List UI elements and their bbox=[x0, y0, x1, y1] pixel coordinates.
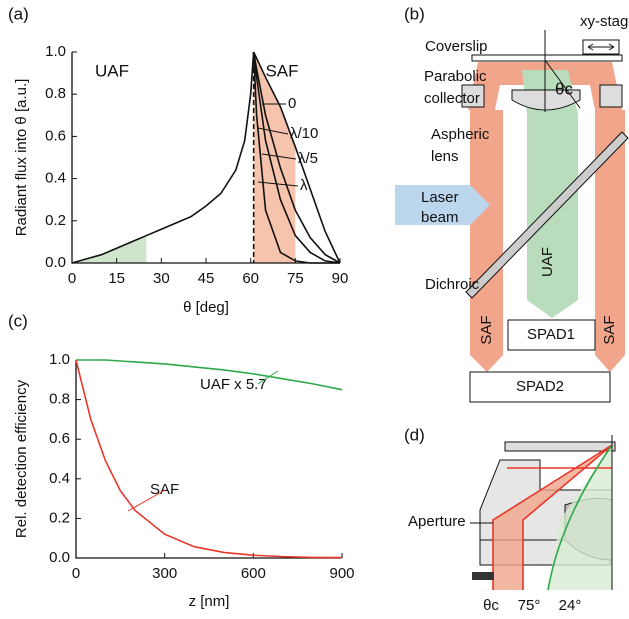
label: Laser bbox=[421, 189, 459, 206]
saf-beam bbox=[470, 110, 503, 372]
annotation: UAF bbox=[95, 61, 129, 80]
y-tick-label: 0.0 bbox=[45, 254, 66, 271]
coverslip bbox=[504, 441, 616, 452]
label: θc bbox=[483, 597, 499, 614]
saf-beam bbox=[595, 110, 625, 372]
label: Aperture bbox=[408, 513, 466, 530]
label: beam bbox=[421, 209, 459, 226]
y-axis-label: Radiant flux into θ [a.u.] bbox=[13, 79, 30, 237]
label: xy-stage bbox=[580, 13, 629, 30]
label: SPAD1 bbox=[527, 326, 575, 343]
leader bbox=[257, 181, 299, 187]
label: Aspheric bbox=[431, 126, 490, 143]
x-tick-label: 600 bbox=[241, 565, 266, 582]
label: Parabolic bbox=[424, 68, 487, 85]
ray-lines bbox=[547, 444, 613, 591]
arrow bbox=[587, 43, 615, 51]
panel-label: (d) bbox=[404, 425, 425, 444]
x-tick-label: 45 bbox=[198, 270, 215, 287]
ray-lines bbox=[492, 444, 613, 590]
panel-label: (a) bbox=[8, 4, 29, 23]
label: 75° bbox=[518, 597, 541, 614]
label: collector bbox=[424, 90, 480, 107]
label: lens bbox=[431, 148, 459, 165]
label: θc bbox=[555, 79, 573, 98]
panel-label: (b) bbox=[404, 4, 425, 23]
label: SPAD2 bbox=[516, 378, 564, 395]
lens bbox=[511, 89, 581, 111]
panel-d: (d) Aperture θc 75° 24° bbox=[404, 425, 616, 614]
series-line bbox=[252, 51, 341, 264]
y-tick-label: 0.2 bbox=[45, 212, 66, 229]
label: 24° bbox=[559, 597, 582, 614]
x-axis-label: z [nm] bbox=[189, 593, 230, 610]
leader bbox=[257, 127, 289, 135]
uaf-beam bbox=[522, 70, 578, 318]
aperture bbox=[472, 572, 494, 580]
collector bbox=[599, 84, 623, 108]
series-line bbox=[252, 51, 340, 264]
spad1 bbox=[507, 319, 596, 351]
series-line bbox=[252, 51, 341, 264]
series-label: λ/5 bbox=[298, 150, 318, 167]
series-line bbox=[76, 359, 343, 391]
y-tick-label: 0.0 bbox=[49, 549, 70, 566]
coverslip bbox=[471, 54, 623, 62]
series-line bbox=[75, 359, 343, 559]
panel-label: (c) bbox=[8, 311, 28, 330]
x-tick-label: 0 bbox=[68, 270, 76, 287]
angle-line bbox=[544, 59, 581, 109]
y-tick-label: 0.4 bbox=[49, 470, 70, 487]
x-tick-label: 90 bbox=[332, 270, 349, 287]
collector bbox=[461, 84, 485, 108]
label: SAF bbox=[478, 315, 495, 344]
y-tick-label: 0.6 bbox=[49, 430, 70, 447]
x-tick-label: 900 bbox=[329, 565, 354, 582]
uaf-ray bbox=[548, 445, 612, 590]
laser-beam bbox=[395, 185, 490, 225]
x-tick-label: 15 bbox=[108, 270, 125, 287]
label: SAF bbox=[601, 315, 618, 344]
leader bbox=[257, 370, 279, 385]
leader bbox=[127, 489, 166, 512]
label: UAF bbox=[539, 247, 556, 277]
y-axis-label: Rel. detection efficiency bbox=[13, 379, 30, 538]
y-tick-label: 1.0 bbox=[49, 351, 70, 368]
dichroic bbox=[465, 131, 629, 299]
x-tick-label: 0 bbox=[72, 565, 80, 582]
y-tick-label: 0.4 bbox=[45, 170, 66, 187]
series-label: 0 bbox=[288, 95, 296, 112]
x-tick-label: 30 bbox=[153, 270, 170, 287]
collector-beam bbox=[468, 62, 622, 110]
spad2 bbox=[469, 371, 611, 403]
y-tick-label: 0.8 bbox=[49, 391, 70, 408]
y-tick-label: 1.0 bbox=[45, 43, 66, 60]
annotation: SAF bbox=[265, 61, 298, 80]
label: Dichroic bbox=[425, 276, 480, 293]
x-tick-label: 300 bbox=[152, 565, 177, 582]
series-label: λ/10 bbox=[290, 125, 318, 142]
series-label: UAF x 5.7 bbox=[200, 376, 267, 393]
series-line bbox=[71, 51, 255, 264]
x-tick-label: 75 bbox=[287, 270, 304, 287]
y-tick-label: 0.8 bbox=[45, 85, 66, 102]
panel-b: (b) xy-stage Coverslip Parabolic collect… bbox=[395, 4, 629, 403]
label: Coverslip bbox=[425, 38, 488, 55]
y-tick-label: 0.6 bbox=[45, 127, 66, 144]
x-tick-label: 60 bbox=[242, 270, 259, 287]
series-label: λ bbox=[300, 177, 308, 194]
y-tick-label: 0.2 bbox=[49, 509, 70, 526]
fill-area bbox=[72, 235, 147, 263]
leader bbox=[261, 153, 297, 160]
x-axis-label: θ [deg] bbox=[183, 299, 229, 316]
series-line bbox=[252, 51, 341, 264]
series-label: SAF bbox=[150, 481, 179, 498]
